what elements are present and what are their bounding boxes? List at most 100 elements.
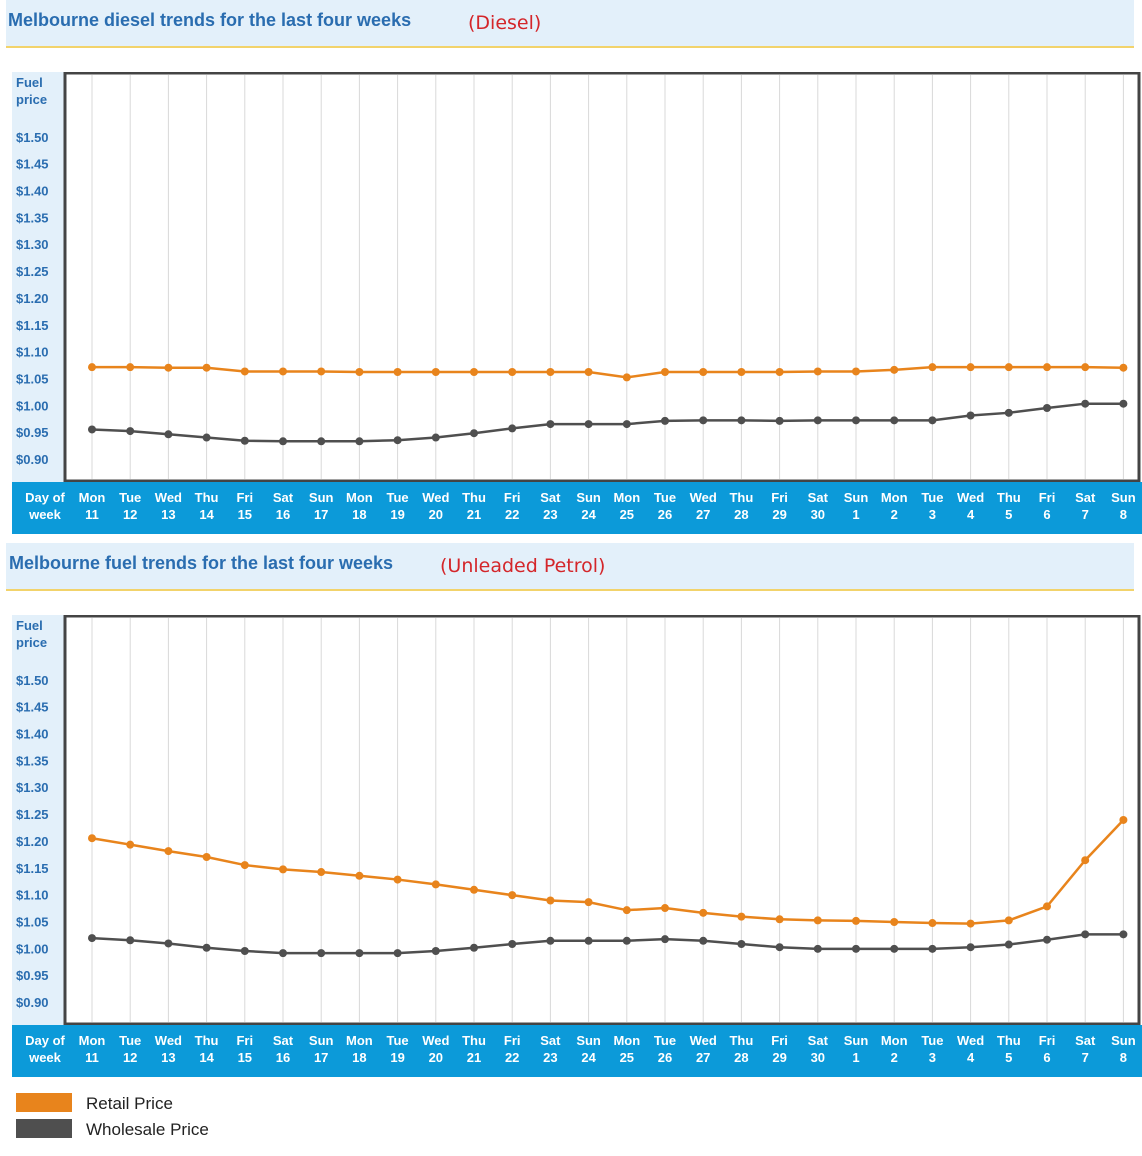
x-tick-label: Sun 24 [576, 1033, 601, 1065]
petrol-chart: Fuel price $1.50 $1.45 $1.40 $1.35 $1.30 $1.25… [12, 615, 1142, 1077]
wholesale-point [164, 430, 173, 439]
y-axis-label-column: Fuel price [12, 72, 64, 482]
wholesale-point [126, 936, 135, 945]
wholesale-line [91, 402, 1124, 443]
y-tick-label: $1.35 [16, 753, 49, 768]
wholesale-point [1119, 399, 1128, 408]
x-tick-label: Sun 8 [1111, 490, 1136, 522]
x-tick-label: Sat 23 [540, 490, 561, 522]
x-tick-label: Sat 23 [540, 1033, 561, 1065]
x-tick-label: Fri 29 [771, 490, 788, 522]
retail-point [775, 915, 784, 924]
x-tick-label: Sat 30 [807, 1033, 828, 1065]
wholesale-point [546, 420, 555, 429]
wholesale-point [126, 427, 135, 436]
wholesale-point [1081, 399, 1090, 408]
y-tick-label: $1.00 [16, 941, 49, 956]
x-tick-label: Mon 25 [613, 490, 641, 522]
x-tick-label: Fri 22 [503, 1033, 521, 1065]
x-tick-label: Thu 5 [996, 1033, 1021, 1065]
retail-point [240, 367, 249, 376]
x-tick-label: Fri 6 [1038, 490, 1056, 522]
diesel-chart: Fuel price $1.50 $1.45 $1.40 $1.35 $1.30 $1.25… [12, 72, 1142, 534]
wholesale-point [240, 436, 249, 445]
x-tick-label: Sat 30 [807, 490, 828, 522]
retail-point [279, 865, 287, 874]
retail-point [126, 363, 135, 372]
wholesale-point [966, 411, 975, 420]
wholesale-point [699, 416, 708, 425]
petrol-chart-title: Melbourne fuel trends for the last four … [9, 553, 394, 573]
retail-point [164, 363, 173, 372]
x-tick-label: Sun 17 [308, 1033, 334, 1065]
retail-point [1004, 363, 1013, 372]
x-axis-band: Day of week Mon 11 Tue 12 Wed 13 Thu 14 Fri 15 Sat 1… [12, 482, 1142, 534]
wholesale-point [928, 416, 937, 425]
x-tick-label: Fri 22 [503, 490, 521, 522]
y-tick-label: $0.95 [16, 968, 49, 983]
y-tick-label: $1.35 [16, 210, 49, 225]
retail-point [470, 368, 478, 377]
x-tick-label: Wed 20 [422, 1033, 450, 1065]
wholesale-point [240, 946, 249, 955]
wholesale-point [890, 416, 899, 425]
wholesale-point [470, 429, 478, 438]
y-tick-label: $1.15 [16, 318, 49, 333]
wholesale-point [317, 949, 326, 958]
x-tick-label: Tue 3 [921, 490, 944, 522]
diesel-tag: (Diesel) [468, 12, 542, 34]
x-tick-label: Thu 28 [729, 1033, 754, 1065]
diesel-section-header: Melbourne diesel trends for the last fou… [6, 0, 1134, 48]
y-axis-label-column: Fuel price [12, 615, 64, 1025]
retail-point [1043, 902, 1051, 911]
x-tick-label: Mon 11 [78, 490, 106, 522]
wholesale-point [88, 425, 96, 434]
diesel-plot: $1.50 $1.45 $1.40 $1.35 $1.30 $1.25 $1.20 $1.15… [16, 72, 1141, 482]
x-tick-label: Wed 20 [422, 490, 450, 522]
x-axis-title: Day of week [25, 490, 65, 522]
wholesale-point [852, 944, 860, 953]
x-tick-label: Sat 16 [272, 1033, 294, 1065]
y-tick-label: $1.00 [16, 398, 49, 413]
petrol-section-header: Melbourne fuel trends for the last four … [6, 543, 1134, 591]
x-tick-label: Tue 12 [119, 1033, 142, 1065]
x-tick-label: Thu 21 [462, 490, 486, 522]
wholesale-point [622, 420, 631, 429]
x-tick-label: Thu 5 [996, 490, 1021, 522]
x-axis-title: Day of week [25, 1033, 65, 1065]
y-tick-label: $1.10 [16, 345, 49, 360]
wholesale-point [890, 944, 899, 953]
retail-point [699, 908, 708, 917]
y-tick-label: $1.05 [16, 371, 49, 386]
retail-point [546, 896, 555, 905]
plot-frame [63, 615, 1141, 1025]
retail-point [202, 853, 211, 862]
wholesale-point [164, 939, 173, 948]
retail-point [431, 880, 440, 889]
x-tick-label: Thu 21 [462, 1033, 486, 1065]
retail-point [1043, 363, 1051, 372]
retail-point [1119, 363, 1128, 372]
retail-point [661, 368, 669, 377]
wholesale-point [508, 424, 517, 433]
x-tick-label: Wed 4 [956, 490, 985, 522]
retail-point [126, 840, 135, 849]
x-tick-label: Fri 15 [236, 1033, 254, 1065]
retail-point [622, 373, 631, 382]
retail-point [164, 847, 173, 856]
x-tick-label: Wed 4 [956, 1033, 985, 1065]
x-tick-label: Sat 7 [1075, 1033, 1096, 1065]
x-tick-label: Mon 2 [880, 490, 908, 522]
x-tick-label: Sun 24 [576, 490, 601, 522]
retail-point [88, 834, 96, 843]
wholesale-point [813, 416, 822, 425]
petrol-tag: (Unleaded Petrol) [440, 555, 606, 577]
wholesale-point [508, 940, 517, 949]
retail-point [737, 368, 746, 377]
y-tick-label: $1.30 [16, 237, 49, 252]
y-tick-label: $1.10 [16, 888, 49, 903]
x-tick-label: Sat 7 [1075, 490, 1096, 522]
petrol-plot: $1.50 $1.45 $1.40 $1.35 $1.30 $1.25 $1.20 $1.15… [16, 615, 1141, 1025]
retail-point [813, 367, 822, 376]
retail-point [508, 891, 517, 900]
